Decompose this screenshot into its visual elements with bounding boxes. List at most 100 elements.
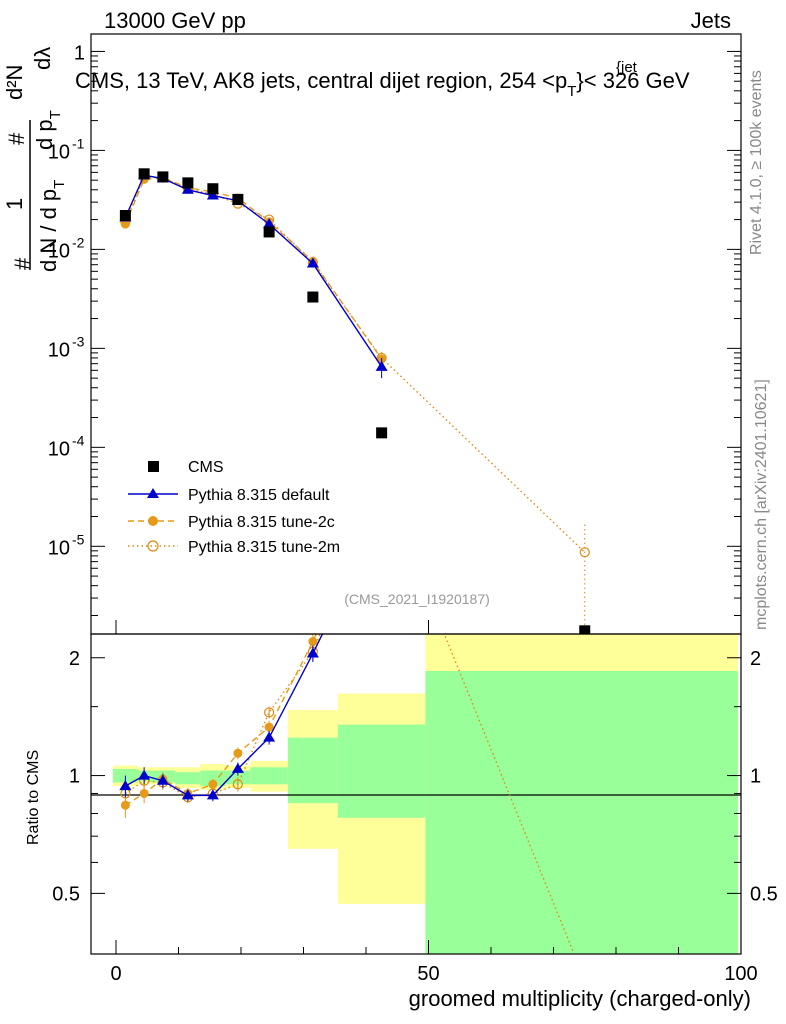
series-point-default-8 [375, 360, 388, 371]
y-ratio-tick-label-right-2: 2 [750, 648, 761, 670]
mcplots-label: mcplots.cern.ch [arXiv:2401.10621] [753, 379, 770, 630]
series-point-default-3 [181, 183, 194, 194]
ratio-line-tune2m [124, 634, 575, 954]
ratio-point-default-3 [181, 789, 194, 800]
ratio-point-default-4 [206, 789, 219, 800]
legend-label-tune2c: Pythia 8.315 tune-2c [188, 514, 335, 531]
ratio-point-tune2c-5 [233, 748, 243, 758]
chart-title-main: CMS, 13 TeV, AK8 jets, central dijet reg… [75, 68, 567, 93]
y-ratio-tick-label-left-1: 1 [69, 766, 80, 788]
y-main-tick-exponent-3: -3 [72, 333, 85, 349]
series-point-default-7 [306, 257, 319, 268]
ratio-point-default-2 [156, 774, 169, 785]
cms-data-point-6 [263, 226, 275, 238]
chart-title-sup: {jet [616, 59, 638, 76]
y-main-tick-label-4: 10 [48, 438, 70, 460]
cms-data-point-0 [119, 209, 131, 221]
legend-marker-tune2m [147, 540, 159, 552]
rivet-version-label: Rivet 4.1.0, ≥ 100k events [748, 70, 765, 255]
cms-data-point-4 [207, 183, 219, 195]
header-right: Jets [691, 8, 731, 33]
ratio-point-tune2m-6 [264, 707, 275, 718]
y-main-tick-exponent-4: -4 [72, 432, 85, 448]
ylabel-dpt-text: d p [32, 119, 57, 150]
y-main-tick-label-3: 10 [48, 339, 70, 361]
y-ratio-tick-label-left-0: 0.5 [52, 883, 80, 905]
ylabel-dlambda: dλ [30, 47, 55, 70]
cms-data-point-8 [376, 427, 388, 439]
ratio-plot-marks [119, 634, 575, 954]
ratio-point-default-7 [306, 647, 319, 658]
ylabel-one: 1 [2, 198, 27, 210]
y-ratio-tick-label-left-2: 2 [69, 648, 80, 670]
y-main-tick-exponent-1: -1 [72, 135, 85, 151]
chart-title-sub: T [567, 83, 576, 100]
header-left: 13000 GeV pp [104, 8, 246, 33]
ratio-point-default-6 [263, 731, 276, 742]
cms-data-point-1 [138, 168, 150, 180]
ratio-point-default-5 [231, 762, 244, 773]
cms-data-point-3 [182, 177, 194, 189]
y-main-tick-label-5: 10 [48, 537, 70, 559]
series-point-default-4 [206, 189, 219, 200]
main-plot-marks [119, 168, 591, 634]
cms-data-point-9 [579, 625, 591, 634]
ratio-point-tune2c-1 [139, 788, 149, 798]
y-main-tick-label-0: 1 [74, 42, 85, 64]
x-tick-label-1: 50 [417, 963, 439, 985]
ratio-uncertainty-bands [112, 634, 738, 954]
main-y-axis-label: # 1 d N / d pT # d²N d pT dλ [2, 47, 68, 272]
series-point-default-6 [263, 218, 276, 229]
ylabel-dpt-sub: T [47, 110, 64, 119]
ratio-point-tune2c-7 [308, 637, 318, 647]
y-ratio-tick-label-right-1: 1 [750, 766, 761, 788]
y-main-tick-label-2: 10 [48, 240, 70, 262]
legend-label-cms: CMS [188, 459, 224, 476]
series-line-tune2c [124, 176, 383, 360]
ylabel-denominator-text: d N / d p [36, 189, 61, 272]
legend-marker-default [147, 488, 159, 498]
series-point-tune2m-9 [579, 547, 590, 558]
series-point-tune2c-0 [120, 219, 130, 229]
ylabel-hash-2: # [4, 132, 29, 145]
ratio-point-tune2c-4 [208, 779, 218, 789]
chart-title-end: }< 326 GeV [576, 68, 689, 93]
y-main-tick-exponent-2: -2 [72, 234, 85, 250]
ratio-point-default-0 [119, 780, 132, 791]
ratio-band-inner-6 [250, 767, 288, 785]
ratio-y-axis-label: Ratio to CMS [25, 750, 42, 845]
y-main-tick-exponent-5: -5 [72, 531, 85, 547]
series-line-default [124, 174, 383, 368]
x-axis-label: groomed multiplicity (charged-only) [409, 986, 751, 1011]
ratio-band-inner-4 [200, 770, 226, 787]
ratio-point-tune2c-0 [120, 800, 130, 810]
ratio-plot-frame [90, 633, 742, 955]
legend: CMS Pythia 8.315 default Pythia 8.315 tu… [128, 459, 340, 556]
ratio-band-inner-7 [287, 737, 338, 804]
ratio-band-inner-9 [425, 671, 738, 954]
legend-label-default: Pythia 8.315 default [188, 487, 330, 504]
ylabel-d2n: d²N [2, 65, 27, 100]
x-tick-label-2: 100 [724, 963, 757, 985]
ylabel-dpt: d pT [32, 110, 64, 150]
ylabel-denominator: d N / d pT [36, 180, 68, 272]
legend-marker-cms [148, 461, 159, 472]
y-main-tick-label-1: 10 [48, 141, 70, 163]
ylabel-hash-1: # [10, 257, 35, 270]
legend-marker-tune2c [148, 516, 158, 526]
cms-data-point-5 [232, 193, 244, 205]
cms-data-point-2 [157, 171, 169, 183]
ratio-point-default-1 [138, 769, 151, 780]
y-ratio-tick-label-right-0: 0.5 [750, 883, 778, 905]
legend-label-tune2m: Pythia 8.315 tune-2m [188, 539, 340, 556]
cms-data-point-7 [307, 291, 319, 303]
ylabel-denominator-sub: T [51, 180, 68, 189]
analysis-label: (CMS_2021_I1920187) [344, 591, 490, 607]
chart-title: CMS, 13 TeV, AK8 jets, central dijet reg… [75, 68, 690, 100]
ratio-band-inner-3 [175, 772, 201, 785]
ratio-band-inner-8 [337, 724, 426, 818]
ratio-point-tune2m-5 [232, 779, 243, 790]
x-tick-label-0: 0 [110, 963, 121, 985]
